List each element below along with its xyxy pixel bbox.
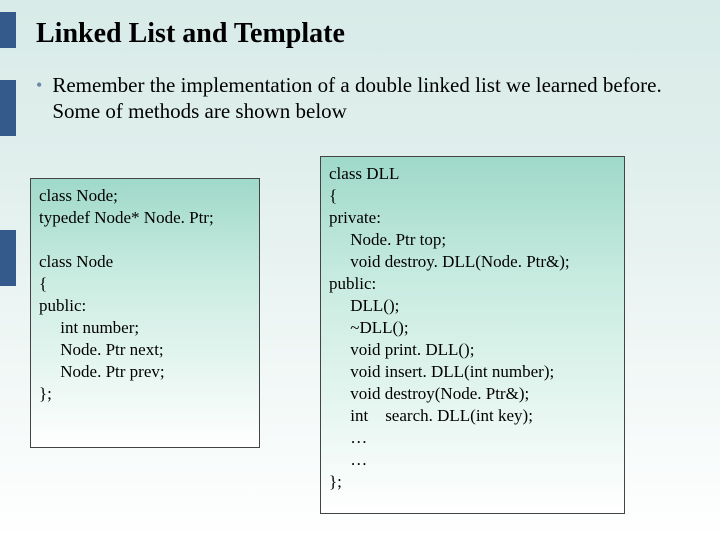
accent-bar: [0, 230, 16, 286]
bullet-item: • Remember the implementation of a doubl…: [36, 72, 686, 124]
code-box-dll: class DLL { private: Node. Ptr top; void…: [320, 156, 625, 514]
bullet-text: Remember the implementation of a double …: [52, 72, 686, 124]
accent-bar: [0, 80, 16, 136]
code-box-node: class Node; typedef Node* Node. Ptr; cla…: [30, 178, 260, 448]
left-accent-bars: [0, 0, 16, 540]
accent-bar: [0, 12, 16, 48]
bullet-marker: •: [36, 72, 42, 98]
slide-title: Linked List and Template: [36, 18, 345, 50]
